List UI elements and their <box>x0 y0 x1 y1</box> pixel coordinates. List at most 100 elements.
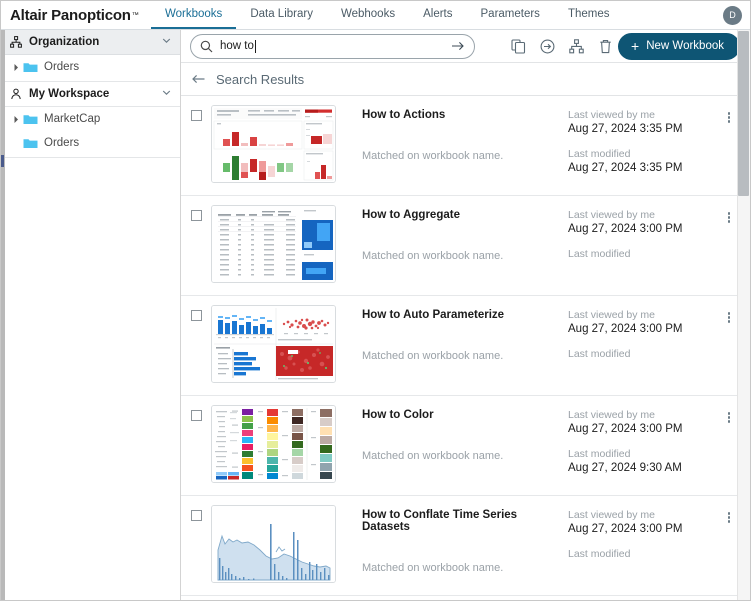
last-viewed-value: Aug 27, 2024 3:00 PM <box>568 523 683 535</box>
content-toolbar: how to <box>181 30 750 63</box>
row-checkbox[interactable] <box>191 410 202 421</box>
result-metadata: Last viewed by me Aug 27, 2024 3:35 PM L… <box>568 105 718 176</box>
sidebar-section-organization-label: Organization <box>29 36 100 48</box>
last-modified-value: Aug 27, 2024 3:35 PM <box>568 162 683 174</box>
sidebar-section-my-workspace[interactable]: My Workspace <box>1 82 180 107</box>
results-scrollbar[interactable] <box>737 30 750 600</box>
table-row[interactable]: How to Aggregate Matched on workbook nam… <box>181 196 750 296</box>
row-checkbox[interactable] <box>191 110 202 121</box>
sidebar-item-orders-org[interactable]: Orders <box>1 55 180 79</box>
application-body: Organization Orders <box>1 30 750 600</box>
last-modified-label: Last modified <box>568 248 631 260</box>
workbook-title[interactable]: How to Color <box>362 409 434 421</box>
tab-themes-label: Themes <box>567 8 610 20</box>
row-menu-button[interactable] <box>718 205 740 224</box>
match-reason: Matched on workbook name. <box>362 450 504 462</box>
table-row[interactable]: How to Color Matched on workbook name. L… <box>181 396 750 496</box>
search-input-value: how to <box>220 40 254 52</box>
row-menu-button[interactable] <box>718 105 740 124</box>
last-viewed-label: Last viewed by me <box>568 209 655 221</box>
row-checkbox[interactable] <box>191 510 202 521</box>
row-menu-button[interactable] <box>718 405 740 424</box>
row-checkbox[interactable] <box>191 310 202 321</box>
last-modified-value: Aug 27, 2024 9:30 AM <box>568 462 682 474</box>
chevron-down-icon[interactable] <box>161 35 172 49</box>
expand-arrow-icon[interactable] <box>10 115 23 124</box>
chevron-down-icon[interactable] <box>161 87 172 101</box>
workbook-title[interactable]: How to Aggregate <box>362 209 460 221</box>
text-caret <box>254 39 256 53</box>
arrow-left-icon[interactable] <box>191 73 206 85</box>
search-results-header: Search Results <box>181 63 750 96</box>
copy-icon[interactable] <box>511 38 526 54</box>
result-text: How to Auto Parameterize Matched on work… <box>336 305 568 362</box>
table-row[interactable]: How to Actions Matched on workbook name.… <box>181 96 750 196</box>
tab-workbooks-label: Workbooks <box>165 8 223 20</box>
match-reason: Matched on workbook name. <box>362 562 504 574</box>
sidebar-scrollbar[interactable] <box>1 30 5 600</box>
workbook-thumbnail[interactable] <box>211 505 336 583</box>
match-reason: Matched on workbook name. <box>362 150 504 162</box>
search-input[interactable]: how to <box>190 33 475 59</box>
tab-parameters[interactable]: Parameters <box>467 1 554 29</box>
last-viewed-label: Last viewed by me <box>568 309 655 321</box>
main-tabs: Workbooks Data Library Webhooks Alerts P… <box>151 1 623 29</box>
last-modified-label: Last modified <box>568 148 631 160</box>
sidebar-item-orders-workspace[interactable]: Orders <box>1 131 180 155</box>
workbook-thumbnail[interactable] <box>211 105 336 183</box>
workbook-thumbnail[interactable] <box>211 405 336 483</box>
tab-parameters-label: Parameters <box>480 8 540 20</box>
last-viewed-label: Last viewed by me <box>568 109 655 121</box>
main-content: how to <box>181 30 750 600</box>
expand-arrow-icon[interactable] <box>10 63 23 72</box>
last-viewed-label: Last viewed by me <box>568 409 655 421</box>
tab-data-library[interactable]: Data Library <box>236 1 327 29</box>
last-viewed-label: Last viewed by me <box>568 509 655 521</box>
folder-icon <box>23 61 38 73</box>
new-workbook-button[interactable]: + New Workbook <box>618 32 740 60</box>
row-menu-button[interactable] <box>718 305 740 324</box>
tab-alerts[interactable]: Alerts <box>409 1 466 29</box>
organize-icon[interactable] <box>569 38 584 54</box>
sidebar-position-marker <box>1 155 4 167</box>
tab-alerts-label: Alerts <box>423 8 453 20</box>
table-row[interactable]: How to Conflate Time Series Datasets Mat… <box>181 496 750 596</box>
workbook-title[interactable]: How to Conflate Time Series Datasets <box>362 509 518 533</box>
result-metadata: Last viewed by me Aug 27, 2024 3:00 PM L… <box>568 205 718 261</box>
tab-themes[interactable]: Themes <box>554 1 624 29</box>
last-viewed-value: Aug 27, 2024 3:00 PM <box>568 323 683 335</box>
workbook-title[interactable]: How to Actions <box>362 109 446 121</box>
tab-webhooks[interactable]: Webhooks <box>327 1 409 29</box>
delete-icon[interactable] <box>598 39 613 54</box>
tab-workbooks[interactable]: Workbooks <box>151 1 237 29</box>
result-text: How to Conflate Time Series Datasets Mat… <box>336 505 568 574</box>
avatar-initial: D <box>729 10 736 20</box>
new-workbook-label: New Workbook <box>646 40 724 52</box>
workbook-thumbnail[interactable] <box>211 305 336 383</box>
plus-icon: + <box>631 38 640 54</box>
workbook-thumbnail[interactable] <box>211 205 336 283</box>
avatar[interactable]: D <box>723 5 742 25</box>
sidebar-item-marketcap[interactable]: MarketCap <box>1 107 180 131</box>
top-navigation-bar: Altair Panopticon ™ Workbooks Data Librar… <box>1 1 750 30</box>
app-logo: Altair Panopticon ™ <box>1 1 151 29</box>
arrow-right-icon[interactable] <box>451 40 465 52</box>
modified-block: Last modified Aug 27, 2024 3:35 PM <box>568 148 718 176</box>
row-checkbox[interactable] <box>191 210 202 221</box>
last-viewed-value: Aug 27, 2024 3:00 PM <box>568 223 683 235</box>
search-results-list: How to Actions Matched on workbook name.… <box>181 96 750 600</box>
match-reason: Matched on workbook name. <box>362 250 504 262</box>
tab-webhooks-label: Webhooks <box>340 8 396 20</box>
result-metadata: Last viewed by me Aug 27, 2024 3:00 PM L… <box>568 405 718 476</box>
sidebar-section-organization[interactable]: Organization <box>1 30 180 55</box>
last-modified-label: Last modified <box>568 548 631 560</box>
result-metadata: Last viewed by me Aug 27, 2024 3:00 PM L… <box>568 305 718 361</box>
workbook-title[interactable]: How to Auto Parameterize <box>362 309 505 321</box>
table-row[interactable]: How to Auto Parameterize Matched on work… <box>181 296 750 396</box>
scrollbar-thumb[interactable] <box>738 31 749 196</box>
row-menu-button[interactable] <box>718 505 740 524</box>
move-to-icon[interactable] <box>540 39 555 54</box>
trademark-mark: ™ <box>131 11 139 19</box>
folder-icon <box>23 113 38 125</box>
